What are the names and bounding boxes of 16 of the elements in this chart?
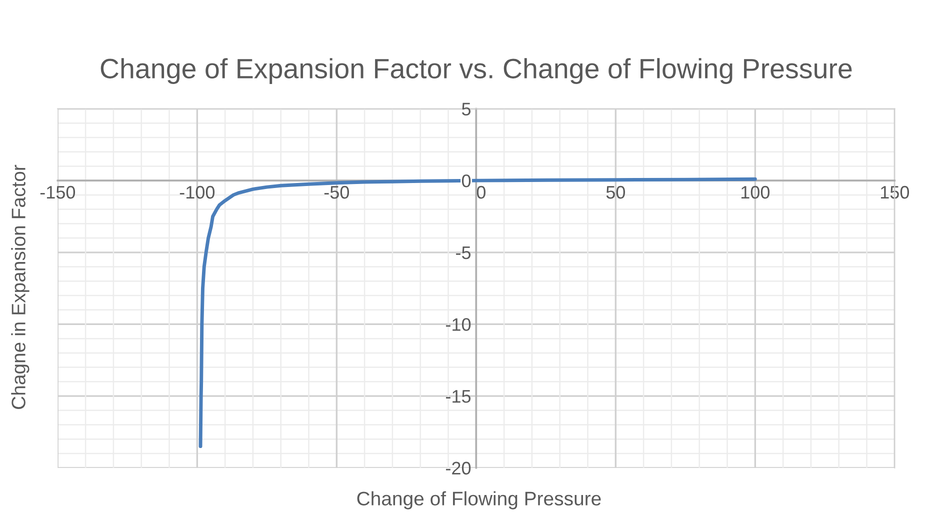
y-tick-label: 0 xyxy=(462,174,471,188)
y-tick-label: -20 xyxy=(446,462,471,475)
x-tick-label: 0 xyxy=(476,186,486,199)
y-tick-label: -10 xyxy=(446,318,471,331)
x-tick-label: -100 xyxy=(180,186,215,199)
y-tick-label: 5 xyxy=(462,102,471,116)
y-axis-title: Chagne in Expansion Factor xyxy=(11,164,30,409)
y-tick-label: -15 xyxy=(446,390,471,403)
x-tick-label: 100 xyxy=(741,186,770,199)
x-tick-label: -150 xyxy=(40,186,76,199)
x-axis-title: Change of Flowing Pressure xyxy=(357,491,601,510)
x-tick-label: 150 xyxy=(880,186,910,199)
x-tick-label: -50 xyxy=(324,186,350,199)
y-tick-label: -5 xyxy=(456,246,471,260)
x-tick-label: 50 xyxy=(606,186,625,199)
chart-title: Change of Expansion Factor vs. Change of Flowing Pressure xyxy=(100,58,852,84)
